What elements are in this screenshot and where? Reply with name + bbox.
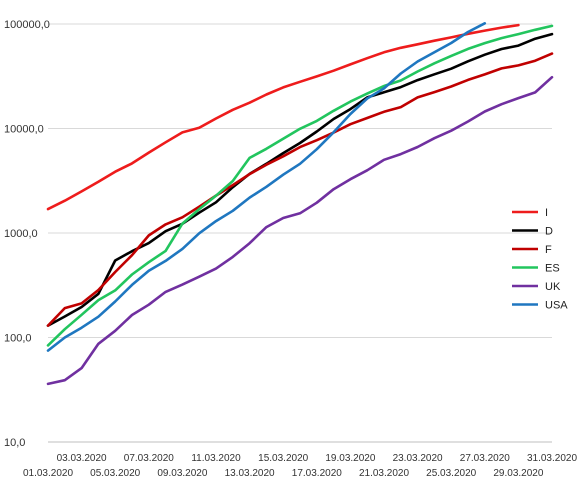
series-layer bbox=[46, 22, 554, 386]
x-tick-label: 07.03.2020 bbox=[124, 453, 174, 464]
x-tick-label: 03.03.2020 bbox=[57, 453, 107, 464]
series-line-es bbox=[46, 24, 554, 347]
y-tick-label: 10,0 bbox=[4, 437, 25, 449]
series-line-i bbox=[46, 23, 520, 211]
x-tick-label: 15.03.2020 bbox=[258, 453, 308, 464]
y-tick-label: 1000,0 bbox=[4, 228, 38, 240]
legend: IDF ES UK USA bbox=[512, 207, 568, 312]
x-tick-label: 31.03.2020 bbox=[527, 453, 577, 464]
y-tick-label: 100000,0 bbox=[4, 19, 50, 31]
legend-label-d: D bbox=[545, 226, 553, 238]
legend-label-i: I bbox=[545, 207, 548, 219]
series-line-f bbox=[46, 52, 554, 327]
legend-label-f: F bbox=[545, 244, 552, 256]
legend-label-es: ES bbox=[545, 263, 560, 275]
legend-label-usa: USA bbox=[545, 300, 568, 312]
x-axis-tick-labels: 03.03.2020 07.03.2020 11.03.2020 15.03.2020… bbox=[23, 453, 577, 479]
x-tick-label: 09.03.2020 bbox=[157, 468, 207, 479]
x-tick-label: 25.03.2020 bbox=[426, 468, 476, 479]
y-tick-label: 10000,0 bbox=[4, 124, 44, 136]
y-tick-label: 100,0 bbox=[4, 333, 32, 345]
x-tick-label: 23.03.2020 bbox=[393, 453, 443, 464]
x-tick-label: 17.03.2020 bbox=[292, 468, 342, 479]
x-tick-label: 27.03.2020 bbox=[460, 453, 510, 464]
x-tick-label: 13.03.2020 bbox=[225, 468, 275, 479]
legend-label-uk: UK bbox=[545, 281, 561, 293]
x-tick-label: 21.03.2020 bbox=[359, 468, 409, 479]
grid-layer bbox=[48, 23, 552, 443]
y-axis-tick-labels: 10,0 100,0 1000,0 10000,0 100000,0 bbox=[4, 19, 50, 449]
x-tick-label: 11.03.2020 bbox=[191, 453, 241, 464]
series-line-usa bbox=[46, 22, 487, 352]
x-tick-label: 19.03.2020 bbox=[325, 453, 375, 464]
x-tick-label: 01.03.2020 bbox=[23, 468, 73, 479]
series-line-d bbox=[46, 32, 554, 327]
series-line-uk bbox=[46, 75, 554, 386]
x-tick-label: 05.03.2020 bbox=[90, 468, 140, 479]
x-tick-label: 29.03.2020 bbox=[493, 468, 543, 479]
